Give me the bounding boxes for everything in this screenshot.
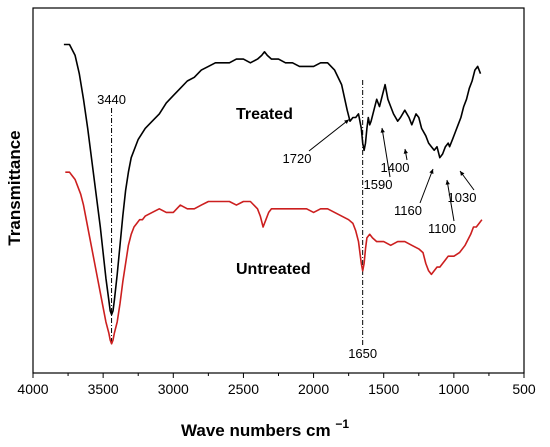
annotation-arrowhead-1030 [460,171,465,176]
annotation-label-1160: 1160 [394,203,422,218]
annotation-arrow-1100 [446,179,455,222]
annotation-label-1590: 1590 [364,177,393,192]
annotation-arrowhead-1400 [403,149,408,154]
series-line-treated [63,43,482,316]
annotation-label-1100: 1100 [428,221,456,236]
annotation-label-1030: 1030 [448,190,477,205]
x-tick-label-1000: 1000 [438,381,469,397]
x-tick-label-3000: 3000 [158,381,189,397]
series-label-untreated: Untreated [236,261,311,278]
annotation-arrow-1160 [419,168,434,204]
x-axis-title-text: Wave numbers cm [181,421,331,440]
annotation-label-3440: 3440 [97,92,126,107]
x-tick-label-2500: 2500 [228,381,259,397]
annotation-label-1650: 1650 [348,346,377,361]
series-group [63,43,483,345]
x-axis: 4000 3500 3000 2500 2000 1500 1000 500 [17,373,536,397]
x-tick-label-2000: 2000 [298,381,329,397]
annotation-arrowhead-1100 [445,180,450,185]
annotation-arrow-1590 [381,127,391,178]
annotation-arrow-1720 [308,119,350,152]
y-axis-title: Transmittance [5,130,24,245]
annotation-arrowhead-1160 [429,169,434,174]
series-line-untreated [65,171,483,345]
x-tick-label-1500: 1500 [368,381,399,397]
x-tick-label-4000: 4000 [17,381,48,397]
annotation-label-1400: 1400 [381,160,410,175]
x-tick-label-500: 500 [512,381,536,397]
x-axis-title-superscript: −1 [335,417,349,431]
x-tick-label-3500: 3500 [88,381,119,397]
x-axis-title: Wave numbers cm −1 [181,417,349,440]
annotation-label-1720: 1720 [283,151,312,166]
series-label-treated: Treated [236,106,293,123]
annotations: 3440 1650 1720 1590 1400 1160 1100 1030 [97,80,476,361]
annotation-arrowhead-1590 [380,128,385,133]
annotation-arrowhead-1720 [344,119,349,124]
